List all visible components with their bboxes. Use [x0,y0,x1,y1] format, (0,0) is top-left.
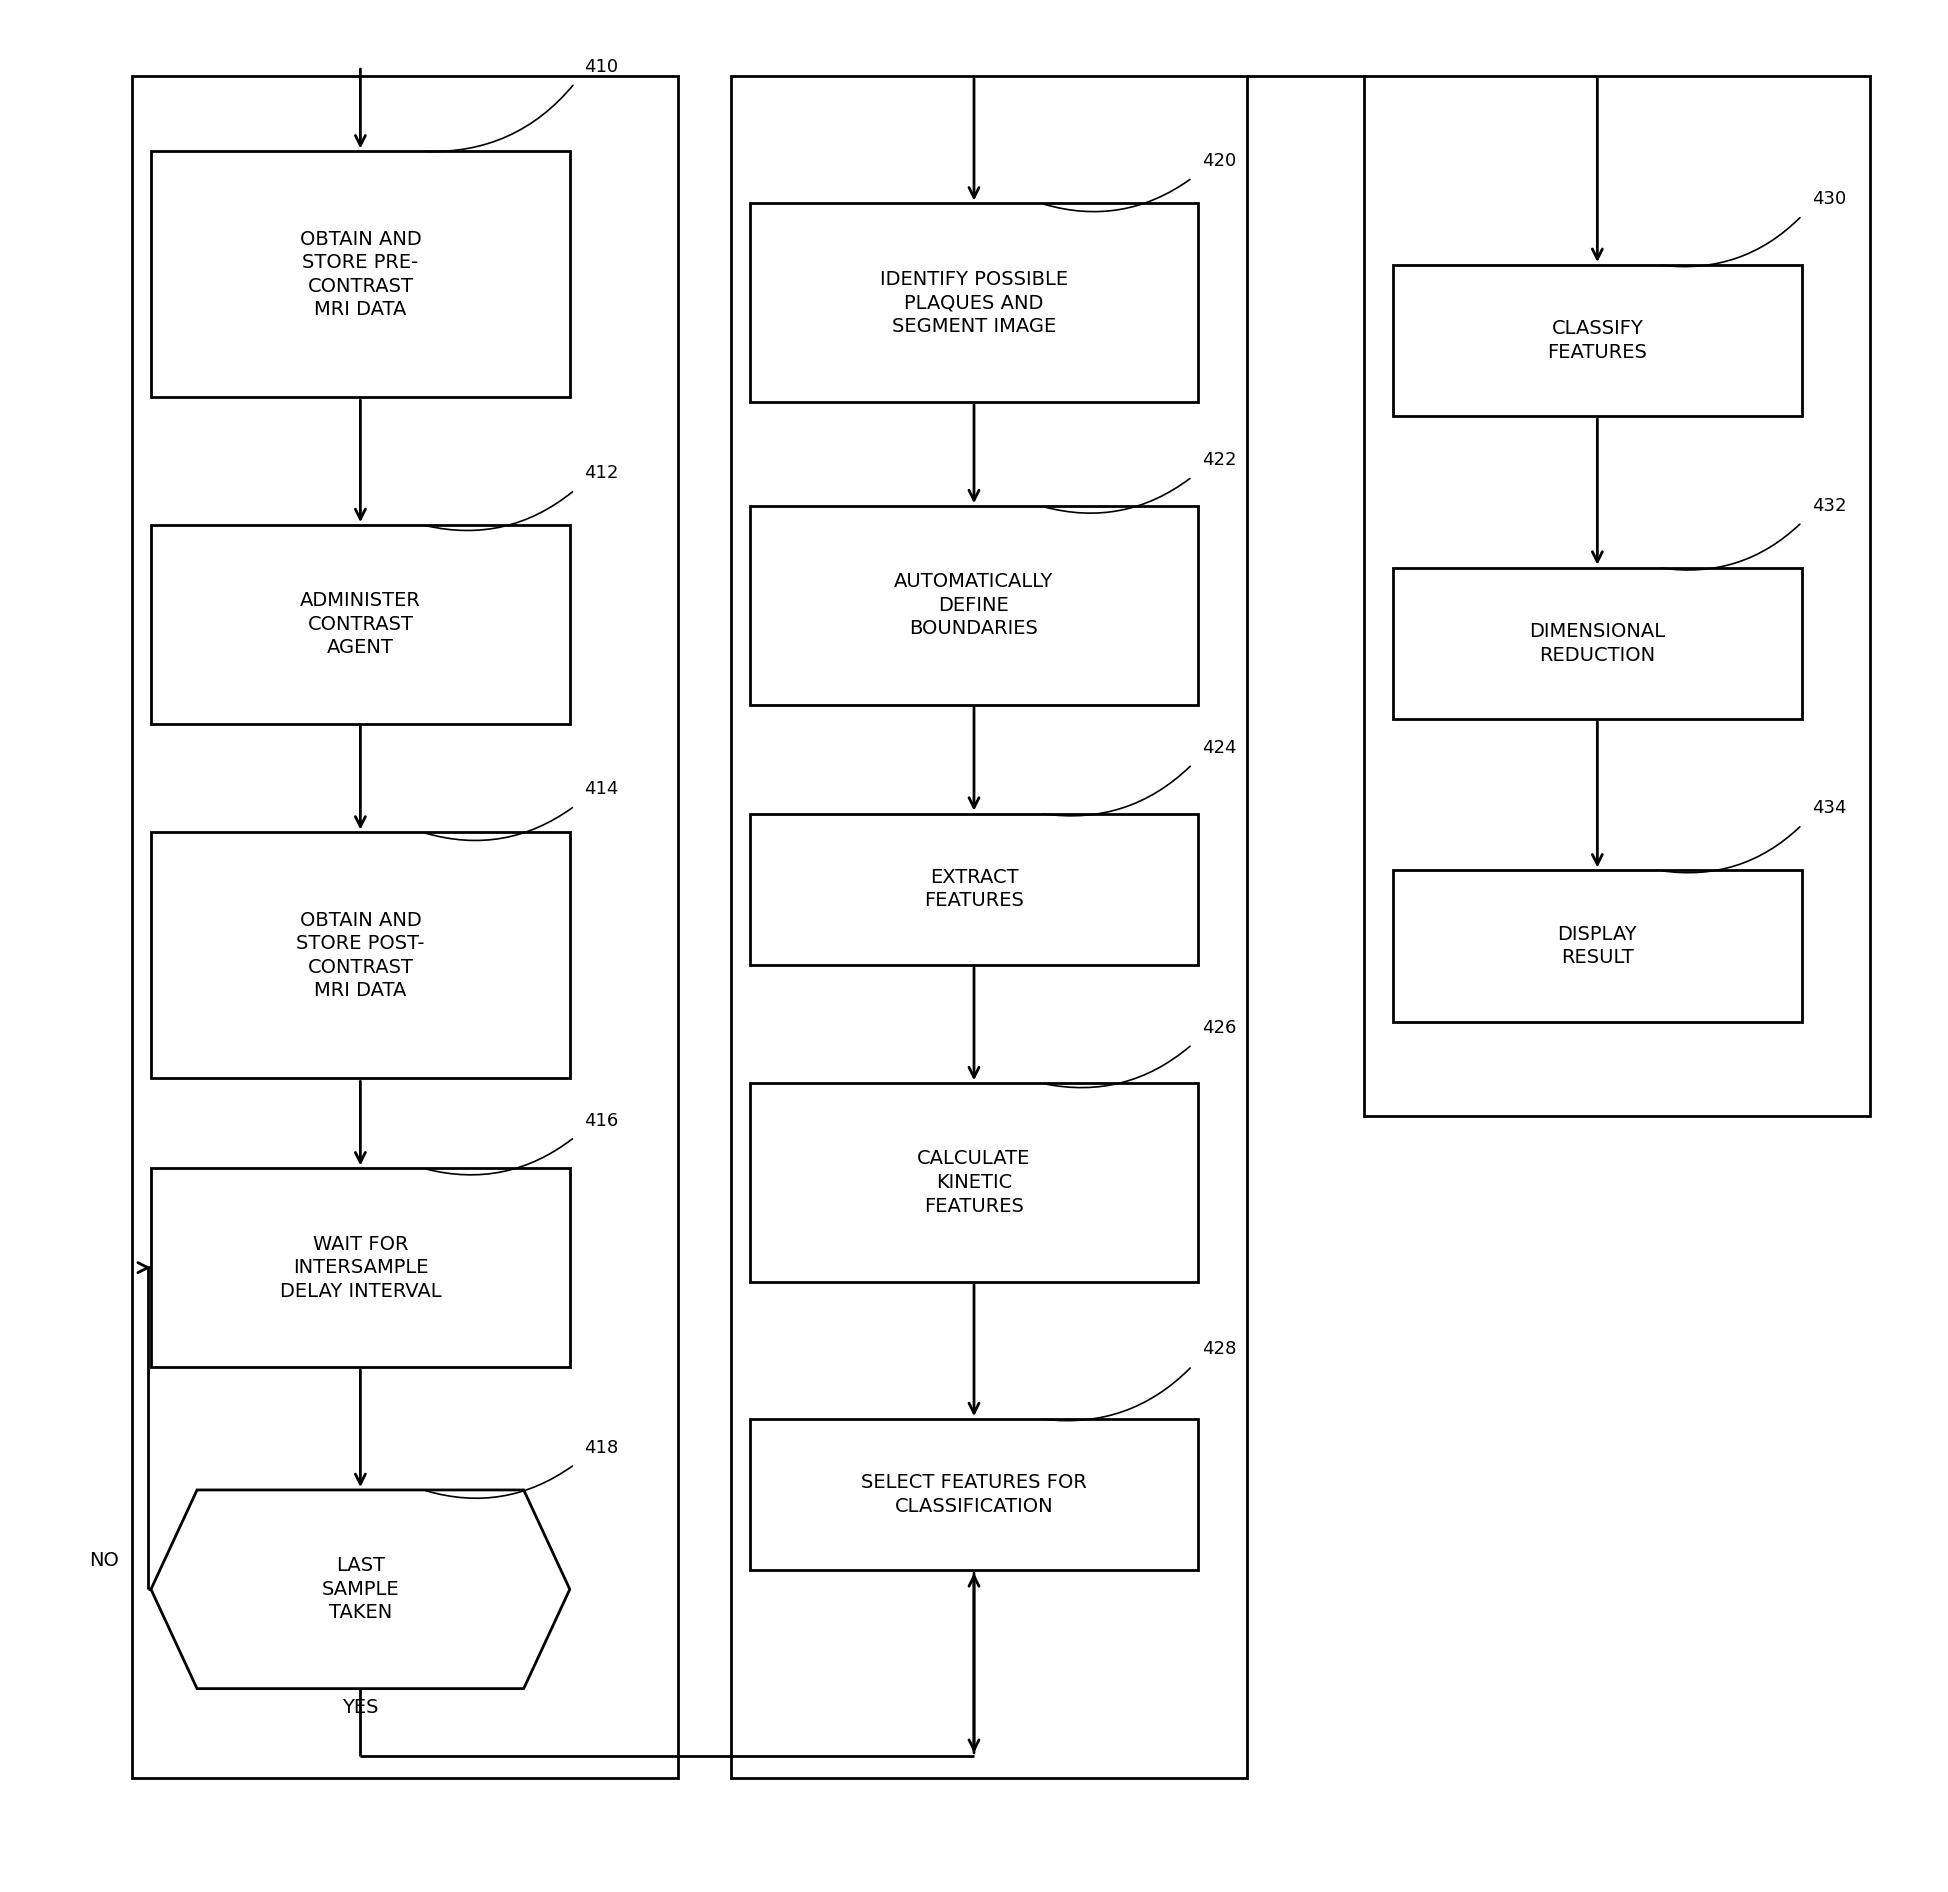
Text: 414: 414 [584,780,619,798]
Text: 420: 420 [1202,151,1237,170]
Text: LAST
SAMPLE
TAKEN: LAST SAMPLE TAKEN [321,1557,399,1621]
Text: 434: 434 [1812,798,1847,817]
Polygon shape [152,1491,569,1688]
Bar [152,524,569,725]
Bar [1393,568,1802,719]
Bar [1393,265,1802,416]
Text: 416: 416 [584,1111,619,1130]
Text: ADMINISTER
CONTRAST
AGENT: ADMINISTER CONTRAST AGENT [300,592,421,657]
Text: 428: 428 [1202,1340,1237,1358]
Text: 412: 412 [584,464,619,482]
Text: 418: 418 [584,1438,619,1457]
Text: SELECT FEATURES FOR
CLASSIFICATION: SELECT FEATURES FOR CLASSIFICATION [861,1474,1087,1515]
Text: 430: 430 [1812,189,1847,208]
Text: WAIT FOR
INTERSAMPLE
DELAY INTERVAL: WAIT FOR INTERSAMPLE DELAY INTERVAL [281,1235,440,1300]
Bar [750,814,1198,965]
Text: NO: NO [90,1551,119,1570]
Text: DIMENSIONAL
REDUCTION: DIMENSIONAL REDUCTION [1529,622,1666,664]
Text: 422: 422 [1202,450,1237,469]
Text: CLASSIFY
FEATURES: CLASSIFY FEATURES [1547,320,1648,361]
Text: CALCULATE
KINETIC
FEATURES: CALCULATE KINETIC FEATURES [918,1150,1030,1215]
Bar [152,832,569,1078]
Bar [750,1082,1198,1283]
Text: DISPLAY
RESULT: DISPLAY RESULT [1558,925,1636,967]
Text: YES: YES [343,1699,378,1718]
Text: 424: 424 [1202,738,1237,757]
Text: 426: 426 [1202,1018,1237,1037]
Bar [132,76,678,1778]
Text: 432: 432 [1812,496,1847,515]
Text: 410: 410 [584,57,619,76]
Bar [152,1169,569,1366]
Text: OBTAIN AND
STORE POST-
CONTRAST
MRI DATA: OBTAIN AND STORE POST- CONTRAST MRI DATA [296,910,425,1001]
Text: IDENTIFY POSSIBLE
PLAQUES AND
SEGMENT IMAGE: IDENTIFY POSSIBLE PLAQUES AND SEGMENT IM… [880,271,1068,335]
Text: OBTAIN AND
STORE PRE-
CONTRAST
MRI DATA: OBTAIN AND STORE PRE- CONTRAST MRI DATA [300,229,421,320]
Bar [730,76,1247,1778]
Bar [750,505,1198,704]
Bar [1393,870,1802,1022]
Bar [750,204,1198,403]
Text: EXTRACT
FEATURES: EXTRACT FEATURES [923,868,1025,910]
Text: AUTOMATICALLY
DEFINE
BOUNDARIES: AUTOMATICALLY DEFINE BOUNDARIES [894,573,1054,638]
Bar [1364,76,1870,1116]
Bar [750,1419,1198,1570]
Bar [152,151,569,397]
